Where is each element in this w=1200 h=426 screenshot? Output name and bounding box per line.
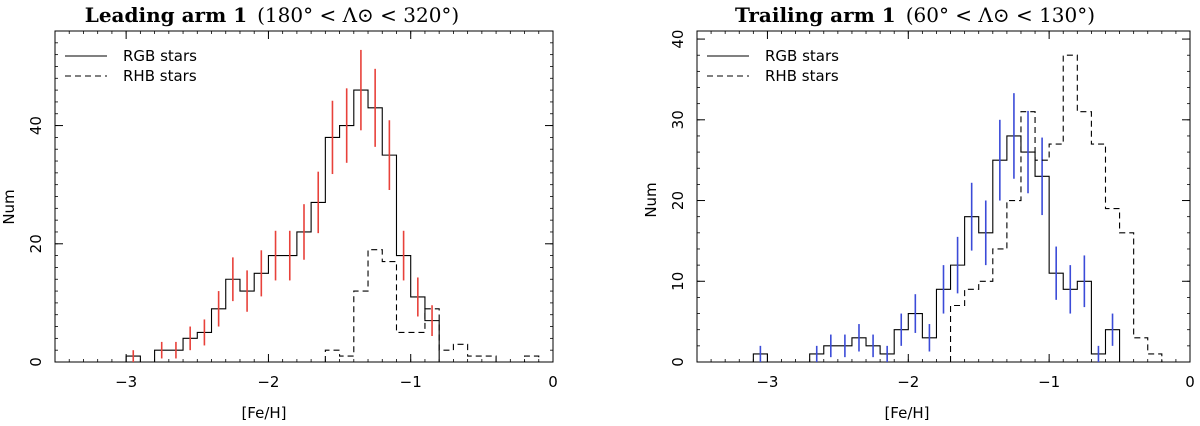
x-tick-label: 0 [548, 373, 558, 391]
x-tick-label: −2 [257, 373, 279, 391]
rgb-histogram [125, 89, 440, 363]
leading-arm-title: Leading arm 1 (180° < Λ⊙ < 320°) [85, 3, 459, 27]
x-tick-label: −2 [897, 373, 919, 391]
y-axis-label: Num [642, 182, 660, 217]
y-tick-label: 30 [669, 110, 687, 129]
y-tick-label: 0 [669, 357, 687, 367]
y-tick-label: 10 [669, 272, 687, 291]
title-bold: Leading arm 1 [85, 3, 247, 27]
rhb-histogram [324, 249, 540, 363]
rhb-histogram [949, 54, 1176, 363]
y-tick-label: 0 [27, 357, 45, 367]
legend-label: RGB stars [765, 47, 839, 65]
leading-arm-panel: Leading arm 1 (180° < Λ⊙ < 320°) [Fe/H] … [0, 3, 558, 422]
x-tick-label: −1 [1038, 373, 1060, 391]
title-rest: (60° < Λ⊙ < 130°) [906, 3, 1095, 27]
y-tick-label: 20 [27, 234, 45, 253]
x-tick-label: −1 [400, 373, 422, 391]
plot-frame [696, 30, 1191, 363]
y-tick-label: 20 [669, 191, 687, 210]
x-tick-label: 0 [1185, 373, 1195, 391]
title-rest: (180° < Λ⊙ < 320°) [257, 3, 459, 27]
title-bold: Trailing arm 1 [735, 3, 896, 27]
x-tick-label: −3 [756, 373, 778, 391]
y-tick-label: 40 [669, 30, 687, 49]
y-axis-label: Num [0, 189, 18, 224]
x-axis-label: [Fe/H] [241, 404, 286, 422]
trailing-arm-panel: Trailing arm 1 (60° < Λ⊙ < 130°) [Fe/H] … [642, 3, 1195, 422]
y-tick-label: 40 [27, 116, 45, 135]
legend-label: RGB stars [123, 47, 197, 65]
rgb-histogram [752, 135, 1121, 363]
x-tick-label: −3 [115, 373, 137, 391]
trailing-arm-title: Trailing arm 1 (60° < Λ⊙ < 130°) [735, 3, 1095, 27]
legend-label: RHB stars [123, 67, 197, 85]
x-axis-label: [Fe/H] [884, 404, 929, 422]
legend-label: RHB stars [765, 67, 839, 85]
